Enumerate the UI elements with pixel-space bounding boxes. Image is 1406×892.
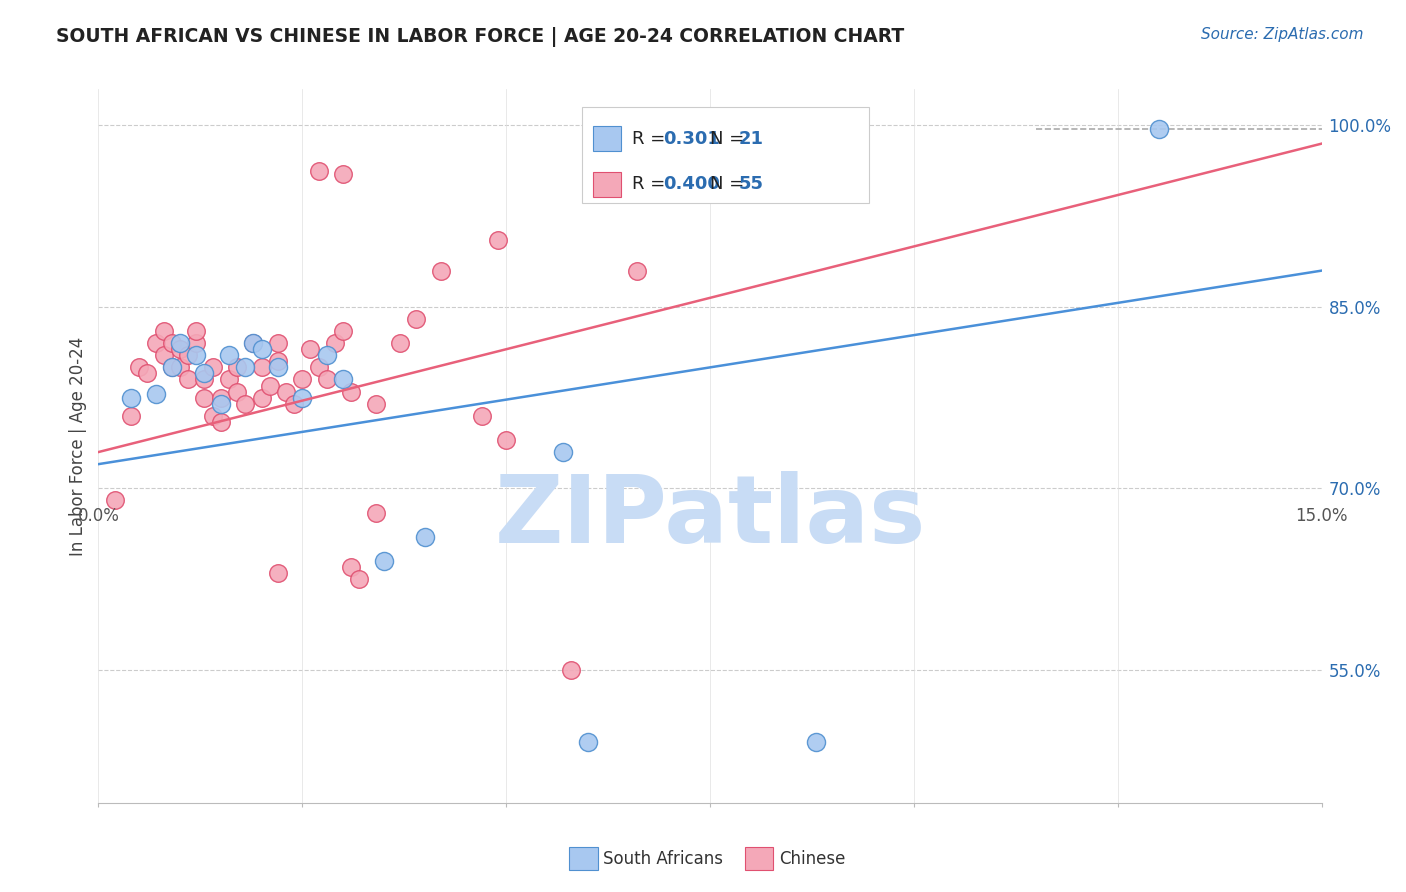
Point (193, 391, 215, 405)
Point (471, 409, 494, 423)
Point (250, 391, 273, 405)
Point (128, 360, 150, 375)
Point (209, 391, 232, 405)
Text: R =: R = (633, 130, 671, 148)
Text: 0.400: 0.400 (664, 175, 720, 193)
Point (259, 378, 281, 392)
Point (233, 360, 256, 375)
Point (242, 336, 264, 351)
Point (308, 360, 330, 375)
Point (177, 348, 200, 362)
Text: 21: 21 (740, 130, 763, 148)
Text: 0.0%: 0.0% (77, 507, 120, 524)
Point (323, 336, 346, 351)
Point (364, 397, 387, 411)
Point (209, 397, 232, 411)
Point (169, 360, 191, 375)
Point (226, 360, 249, 375)
Point (145, 387, 167, 401)
Point (226, 384, 249, 399)
Point (332, 324, 354, 338)
Text: South Africans: South Africans (603, 850, 723, 868)
Text: Source: ZipAtlas.com: Source: ZipAtlas.com (1201, 27, 1364, 42)
Point (283, 397, 305, 411)
Text: 55: 55 (740, 175, 763, 193)
Point (349, 572, 371, 586)
Point (177, 372, 200, 386)
Point (186, 348, 208, 362)
Point (340, 384, 363, 399)
Point (169, 343, 191, 357)
Point (315, 348, 337, 362)
Point (332, 167, 354, 181)
Point (267, 354, 290, 368)
Text: 15.0%: 15.0% (1295, 507, 1348, 524)
Point (413, 530, 436, 544)
Point (364, 506, 387, 520)
Point (233, 397, 256, 411)
Point (267, 566, 290, 580)
Point (299, 343, 322, 357)
Text: Chinese: Chinese (779, 850, 845, 868)
Point (430, 263, 453, 277)
Point (186, 324, 208, 338)
Point (152, 324, 174, 338)
Point (250, 360, 273, 375)
Point (201, 360, 224, 375)
Point (160, 360, 183, 375)
Point (136, 367, 159, 381)
Point (553, 445, 575, 459)
Point (373, 554, 395, 568)
Point (291, 391, 314, 405)
Point (120, 391, 142, 405)
Point (804, 735, 827, 749)
Point (274, 384, 297, 399)
Point (145, 336, 167, 351)
Point (340, 560, 363, 574)
Point (389, 336, 412, 351)
Point (201, 409, 224, 423)
Point (1147, 122, 1170, 136)
Point (308, 164, 330, 178)
Point (152, 348, 174, 362)
Point (104, 493, 127, 508)
Text: N =: N = (710, 175, 749, 193)
Text: R =: R = (633, 175, 671, 193)
Point (291, 372, 314, 386)
Point (626, 263, 648, 277)
Point (193, 367, 215, 381)
Point (160, 336, 183, 351)
Point (120, 409, 142, 423)
Point (405, 312, 427, 326)
Point (486, 233, 509, 247)
Point (218, 348, 240, 362)
Point (209, 415, 232, 429)
Point (193, 372, 215, 386)
Text: 0.301: 0.301 (664, 130, 720, 148)
Point (160, 360, 183, 375)
Point (186, 336, 208, 351)
Point (267, 336, 290, 351)
Text: SOUTH AFRICAN VS CHINESE IN LABOR FORCE | AGE 20-24 CORRELATION CHART: SOUTH AFRICAN VS CHINESE IN LABOR FORCE … (56, 27, 904, 46)
Point (495, 433, 517, 447)
Point (267, 360, 290, 375)
Point (169, 336, 191, 351)
Point (218, 372, 240, 386)
Point (560, 663, 582, 677)
Point (315, 372, 337, 386)
Text: N =: N = (710, 130, 749, 148)
Point (242, 336, 264, 351)
Text: ZIPatlas: ZIPatlas (495, 471, 925, 564)
Point (250, 343, 273, 357)
Point (576, 735, 599, 749)
Point (332, 372, 354, 386)
Y-axis label: In Labor Force | Age 20-24: In Labor Force | Age 20-24 (69, 336, 87, 556)
